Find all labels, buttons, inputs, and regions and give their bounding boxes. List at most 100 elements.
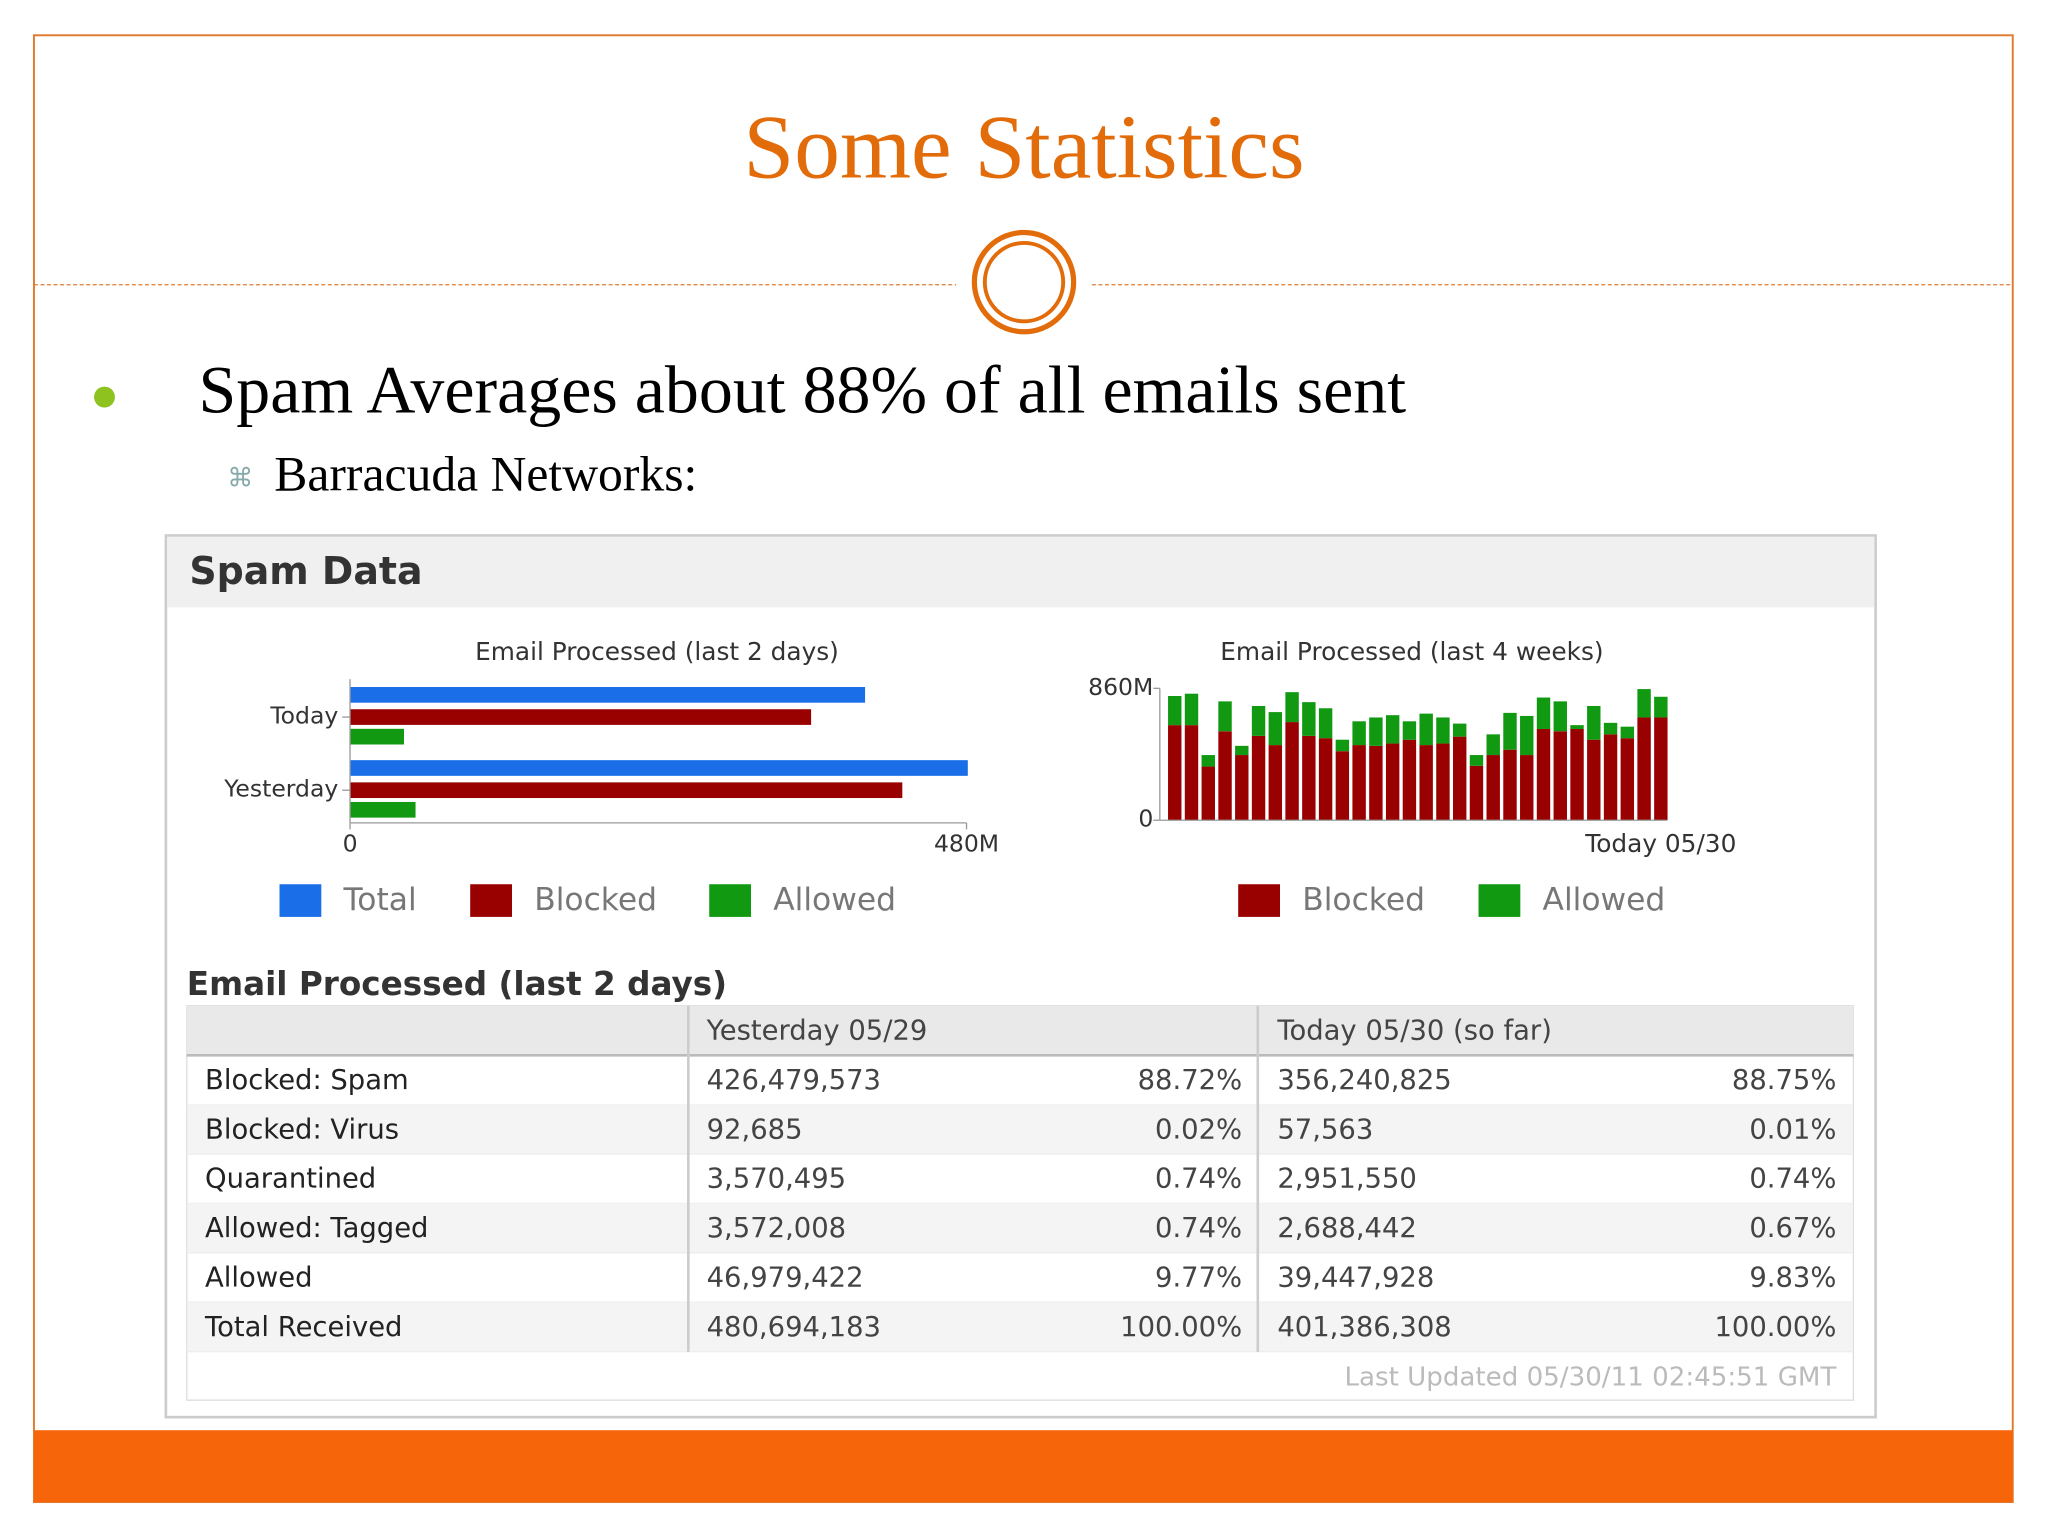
table-cell: 0.74% (1155, 1164, 1242, 1195)
bar-segment (1385, 743, 1400, 821)
bar-segment (1352, 745, 1366, 821)
slide-title: Some Statistics (743, 97, 1304, 198)
table-cell: 356,240,825 (1277, 1065, 1451, 1096)
bar-segment (1469, 755, 1484, 766)
bullet: Spam Averages about 88% of all emails se… (199, 352, 1407, 428)
bar-segment (1251, 705, 1266, 736)
column-header: Yesterday 05/29 (706, 1015, 928, 1046)
bar-segment (1436, 743, 1450, 821)
table-cell: 88.75% (1732, 1065, 1837, 1096)
bar-segment (1620, 726, 1635, 739)
chart-title: Email Processed (last 2 days) (475, 637, 839, 666)
table-cell: 0.02% (1155, 1114, 1242, 1145)
table-title: Email Processed (last 2 days) (187, 965, 727, 1003)
y-tick-label: 0 (1138, 805, 1153, 833)
bar-segment (1603, 734, 1618, 821)
bar-segment (1201, 755, 1215, 767)
bar-segment (1503, 749, 1517, 821)
table-cell: 9.83% (1749, 1262, 1836, 1293)
bar-segment (1587, 705, 1601, 740)
panel-title: Spam Data (189, 549, 422, 593)
bar-segment (1520, 715, 1534, 756)
legend-swatch (709, 884, 752, 917)
table-cell: 0.01% (1749, 1114, 1836, 1145)
table-cell: 46,979,422 (707, 1262, 864, 1293)
table: Email Processed (last 2 days) Yesterday 0… (186, 965, 1855, 1401)
row-band (188, 1104, 1853, 1155)
bar-segment (1268, 712, 1283, 746)
legend-swatch (279, 884, 322, 917)
row-band (188, 1302, 1853, 1352)
bar-segment (1452, 736, 1467, 821)
bar-segment (1385, 715, 1400, 744)
bar-segment (1369, 717, 1383, 746)
y-tick-label: Today (269, 702, 338, 730)
bar-segment (1520, 755, 1534, 821)
table-cell: 88.72% (1138, 1065, 1243, 1096)
legend-swatch (1478, 884, 1521, 917)
table-cell: 100.00% (1120, 1312, 1242, 1343)
bar-segment (1553, 701, 1567, 732)
table-cell: Blocked: Spam (205, 1065, 409, 1096)
bar-segment (1184, 725, 1199, 821)
bar-segment (1285, 692, 1299, 723)
x-tick-label: 480M (934, 830, 999, 858)
ornament (971, 229, 1077, 335)
table-cell: Allowed: Tagged (205, 1213, 428, 1244)
table-cell: 92,685 (707, 1114, 803, 1145)
table-cell: Blocked: Virus (205, 1114, 399, 1145)
sub-bullet: Barracuda Networks: (274, 447, 697, 502)
bar-segment (1469, 765, 1484, 821)
table-cell: 0.67% (1749, 1213, 1836, 1244)
bar-segment (1637, 717, 1651, 821)
y-tick-label: 860M (1088, 673, 1153, 701)
bar-segment (1218, 701, 1232, 732)
bar (350, 728, 404, 745)
bar (350, 709, 812, 725)
bar-segment (1369, 745, 1383, 821)
table-cell: 426,479,573 (707, 1065, 881, 1096)
table-cell: 3,570,495 (707, 1164, 846, 1195)
bar-segment (1486, 755, 1500, 821)
bar-segment (1536, 697, 1551, 729)
table-cell: Total Received (204, 1312, 402, 1343)
row-band (188, 1203, 1853, 1253)
table-cell: 0.74% (1749, 1164, 1836, 1195)
bar-segment (1402, 739, 1417, 821)
table-cell: 100.00% (1714, 1312, 1836, 1343)
bar-segment (1620, 738, 1635, 821)
table-cell: 3,572,008 (707, 1213, 846, 1244)
table-cell: Allowed (205, 1262, 312, 1293)
bar-segment (1536, 728, 1551, 821)
bar-segment (1402, 721, 1417, 740)
bar-segment (1654, 696, 1668, 718)
bar-segment (1251, 735, 1266, 821)
table-cell: 57,563 (1277, 1114, 1373, 1145)
panel-header (167, 536, 1875, 608)
bar-segment (1168, 725, 1182, 821)
legend-label: Allowed (773, 882, 896, 918)
bar-segment (1335, 751, 1350, 821)
legend-label: Blocked (534, 882, 657, 918)
bar-segment (1637, 689, 1651, 718)
table-cell: 9.77% (1155, 1262, 1242, 1293)
bar-segment (1235, 745, 1249, 756)
bar-segment (1436, 717, 1450, 744)
bar-segment (1285, 722, 1299, 821)
header-row (186, 1005, 1854, 1056)
legend-swatch (1238, 884, 1280, 917)
bar-segment (1318, 738, 1333, 821)
table-cell: 2,951,550 (1277, 1164, 1416, 1195)
bar-segment (1452, 723, 1467, 737)
bar-segment (1603, 722, 1618, 735)
legend-label: Total (343, 882, 417, 918)
bullet-dot (94, 386, 115, 408)
bar-segment (1352, 721, 1366, 746)
table-cell: 480,694,183 (707, 1312, 881, 1343)
bar (350, 687, 866, 703)
bar-segment (1218, 731, 1232, 821)
x-tick-label: 0 (343, 830, 358, 858)
bar-segment (1302, 702, 1316, 736)
